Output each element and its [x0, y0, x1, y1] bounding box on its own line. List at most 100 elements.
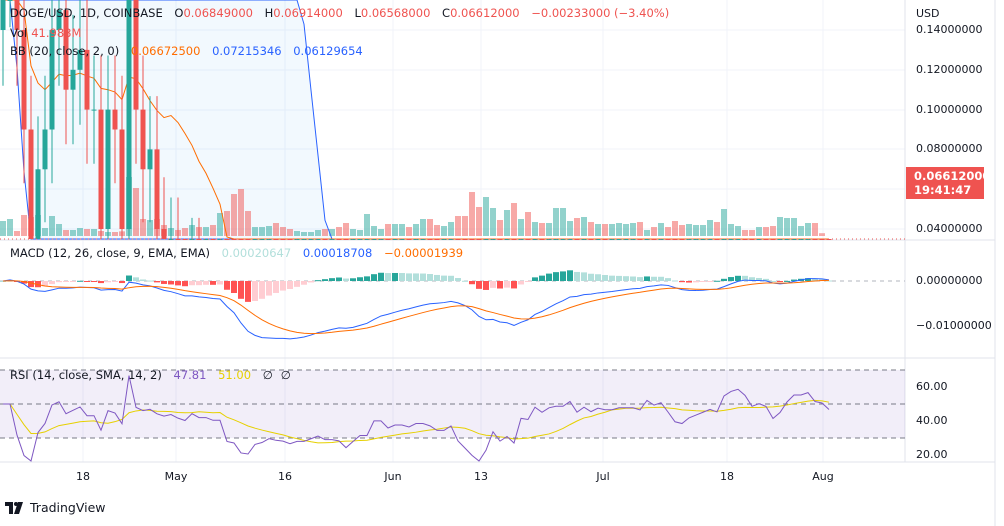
- macd-histogram-bar: [147, 280, 153, 282]
- macd-histogram-bar: [413, 273, 419, 281]
- bb-legend: BB (20, close, 2, 0) 0.06672500 0.072153…: [10, 44, 371, 58]
- volume-bar: [147, 220, 153, 236]
- candle-body: [63, 10, 69, 90]
- bb-label[interactable]: BB (20, close, 2, 0): [10, 44, 120, 58]
- volume-bar: [791, 218, 797, 236]
- volume-bar: [413, 224, 419, 236]
- macd-histogram-bar: [714, 280, 720, 282]
- volume-bar: [14, 231, 20, 236]
- tradingview-logo[interactable]: TradingView: [5, 500, 106, 516]
- candle-body: [483, 239, 489, 240]
- volume-bar: [182, 228, 188, 236]
- candle-body: [259, 239, 265, 240]
- volume-bar: [707, 220, 713, 236]
- macd-histogram-bar: [154, 281, 160, 283]
- macd-histogram-bar: [126, 275, 132, 281]
- macd-histogram-bar: [98, 281, 104, 284]
- macd-histogram-bar: [777, 281, 783, 282]
- bb-fill: [3, 0, 829, 239]
- volume-bar: [63, 230, 69, 236]
- macd-histogram-bar: [686, 281, 692, 283]
- time-tick: Jul: [596, 470, 610, 483]
- open-label: O: [174, 6, 184, 20]
- volume-bar: [462, 216, 468, 236]
- candle-body: [112, 109, 118, 130]
- symbol-title[interactable]: DOGE/USD, 1D, COINBASE: [10, 6, 163, 20]
- price-tick: 0.10000000: [916, 103, 983, 116]
- volume-bar: [721, 209, 727, 236]
- volume-legend: Vol 41.988M: [10, 26, 89, 40]
- volume-bar: [378, 229, 384, 236]
- high-label: H: [264, 6, 274, 20]
- volume-bar: [21, 215, 27, 236]
- macd-histogram-bar: [588, 273, 594, 281]
- volume-bar: [532, 222, 538, 236]
- candle-body: [287, 239, 293, 240]
- volume-bar: [812, 223, 818, 236]
- volume-bar: [546, 223, 552, 236]
- candle-body: [742, 239, 748, 240]
- macd-histogram-bar: [238, 281, 244, 299]
- volume-bar: [700, 225, 706, 236]
- rsi-tick: 40.00: [916, 414, 948, 427]
- macd-histogram-bar: [623, 276, 629, 281]
- candle-body: [84, 49, 90, 110]
- candle-body: [763, 239, 769, 240]
- volume-bar: [588, 222, 594, 236]
- macd-histogram-bar: [742, 275, 748, 281]
- volume-bar: [406, 227, 412, 236]
- bb-basis-value: 0.06672500: [130, 44, 201, 58]
- volume-bar: [385, 224, 391, 236]
- macd-histogram-bar: [637, 277, 643, 281]
- volume-bar: [714, 222, 720, 236]
- rsi-tick: 20.00: [916, 448, 948, 461]
- macd-histogram-bar: [399, 273, 405, 281]
- rsi-label[interactable]: RSI (14, close, SMA, 14, 2): [10, 368, 162, 382]
- volume-bar: [798, 226, 804, 236]
- macd-histogram-bar: [259, 281, 265, 299]
- volume-bar: [819, 233, 825, 236]
- volume-bar: [658, 223, 664, 236]
- macd-histogram-bar: [224, 281, 230, 290]
- volume-bar: [630, 223, 636, 236]
- candle-body: [434, 239, 440, 240]
- volume-bar: [364, 214, 370, 236]
- candle-body: [651, 239, 657, 240]
- time-tick: 18: [720, 470, 734, 483]
- macd-histogram-bar: [420, 273, 426, 281]
- macd-histogram-bar: [756, 277, 762, 281]
- volume-bar: [371, 226, 377, 236]
- macd-histogram-bar: [91, 281, 97, 282]
- volume-bar: [287, 229, 293, 236]
- low-label: L: [354, 6, 361, 20]
- volume-bar: [693, 225, 699, 236]
- macd-histogram-bar: [455, 278, 461, 281]
- volume-bar: [315, 230, 321, 236]
- macd-histogram-bar: [378, 272, 384, 281]
- macd-label[interactable]: MACD (12, 26, close, 9, EMA, EMA): [10, 246, 210, 260]
- macd-histogram-bar: [609, 275, 615, 281]
- currency-label: USD: [916, 7, 940, 20]
- candle-body: [105, 109, 111, 229]
- macd-histogram-bar: [658, 276, 664, 281]
- volume-bar: [238, 189, 244, 236]
- candle-body: [364, 239, 370, 240]
- candle-body: [280, 239, 286, 240]
- candle-body: [476, 239, 482, 240]
- candle-body: [266, 239, 272, 240]
- rsi-legend: RSI (14, close, SMA, 14, 2) 47.81 51.00 …: [10, 368, 299, 382]
- price-tick: 0.14000000: [916, 23, 983, 36]
- volume-bar: [763, 227, 769, 236]
- candle-body: [56, 10, 62, 30]
- rsi-empty-2: ∅: [280, 368, 291, 382]
- volume-label[interactable]: Vol: [10, 26, 28, 40]
- volume-bar: [0, 221, 6, 236]
- macd-histogram-bar: [693, 281, 699, 283]
- macd-histogram-bar: [525, 281, 531, 282]
- current-price-tag: 0.06612000 19:41:47: [906, 167, 990, 199]
- macd-histogram-bar: [175, 281, 181, 286]
- volume-bar: [497, 220, 503, 236]
- macd-histogram-bar: [595, 274, 601, 281]
- macd-histogram-bar: [336, 277, 342, 281]
